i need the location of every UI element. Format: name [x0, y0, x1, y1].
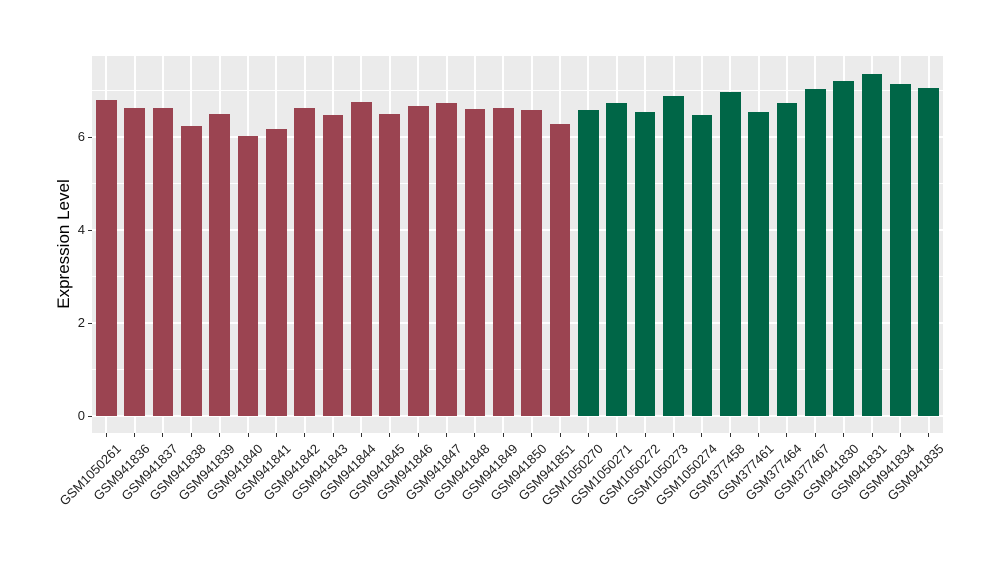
y-tick-label: 6 — [77, 128, 85, 144]
bar — [663, 96, 684, 416]
x-axis-tick — [758, 433, 760, 437]
gridline-major — [92, 135, 943, 138]
bar — [918, 88, 940, 416]
x-axis-tick — [502, 433, 504, 437]
bar — [578, 110, 599, 416]
plot-panel — [92, 56, 943, 433]
bar — [351, 102, 372, 416]
x-axis-tick — [786, 433, 788, 437]
x-axis-tick — [928, 433, 930, 437]
x-axis-tick — [531, 433, 533, 437]
bar — [180, 125, 202, 416]
bar — [379, 113, 401, 416]
x-axis-tick — [644, 433, 646, 437]
y-axis-tick — [88, 136, 92, 138]
x-axis-tick — [673, 433, 675, 437]
y-tick-label: 2 — [77, 314, 85, 330]
x-axis-tick — [219, 433, 221, 437]
y-axis-tick — [88, 322, 92, 324]
bar — [436, 102, 457, 416]
y-axis-tick — [88, 415, 92, 417]
x-axis-tick — [843, 433, 845, 437]
bar — [804, 89, 826, 416]
x-axis-tick — [417, 433, 419, 437]
bar — [691, 115, 713, 416]
x-axis-tick — [275, 433, 277, 437]
bar — [748, 112, 769, 416]
bar — [266, 128, 287, 416]
bar — [124, 108, 145, 416]
gridline-major — [92, 228, 943, 231]
x-axis-tick — [162, 433, 164, 437]
gridline-minor — [92, 182, 943, 184]
x-axis-tick — [871, 433, 873, 437]
x-axis-tick — [899, 433, 901, 437]
bar — [237, 136, 259, 416]
x-axis-tick — [304, 433, 306, 437]
bar — [521, 110, 543, 416]
bar — [833, 81, 855, 416]
bar — [209, 114, 230, 416]
gridline-minor — [92, 89, 943, 91]
bar — [776, 103, 798, 416]
x-axis-tick — [247, 433, 249, 437]
bar — [95, 99, 117, 416]
x-axis-tick — [134, 433, 136, 437]
x-axis-tick — [332, 433, 334, 437]
bar — [634, 112, 656, 416]
x-axis-tick — [360, 433, 362, 437]
x-axis-tick — [190, 433, 192, 437]
bar — [861, 74, 883, 416]
x-axis-tick — [389, 433, 391, 437]
x-axis-tick — [446, 433, 448, 437]
x-axis-tick — [814, 433, 816, 437]
bar — [407, 106, 429, 416]
x-axis-tick — [729, 433, 731, 437]
x-axis-tick — [616, 433, 618, 437]
y-tick-label: 4 — [77, 221, 85, 237]
y-axis-title: Expression Level — [54, 179, 73, 309]
gridline-minor — [92, 368, 943, 370]
bar — [152, 107, 174, 416]
bar — [492, 108, 514, 416]
gridline-major — [92, 414, 943, 417]
bar — [549, 123, 571, 416]
x-axis-tick — [559, 433, 561, 437]
gridline-major — [92, 321, 943, 324]
x-axis-tick — [474, 433, 476, 437]
x-axis-tick — [105, 433, 107, 437]
bar — [322, 115, 344, 416]
gridline-minor — [92, 275, 943, 277]
y-axis-tick — [88, 229, 92, 231]
x-axis-tick — [701, 433, 703, 437]
bar — [464, 109, 486, 416]
x-axis-tick — [587, 433, 589, 437]
bar — [294, 107, 316, 416]
y-tick-label: 0 — [77, 407, 85, 423]
bar — [890, 84, 911, 416]
bar — [719, 91, 741, 416]
bar — [606, 103, 628, 416]
